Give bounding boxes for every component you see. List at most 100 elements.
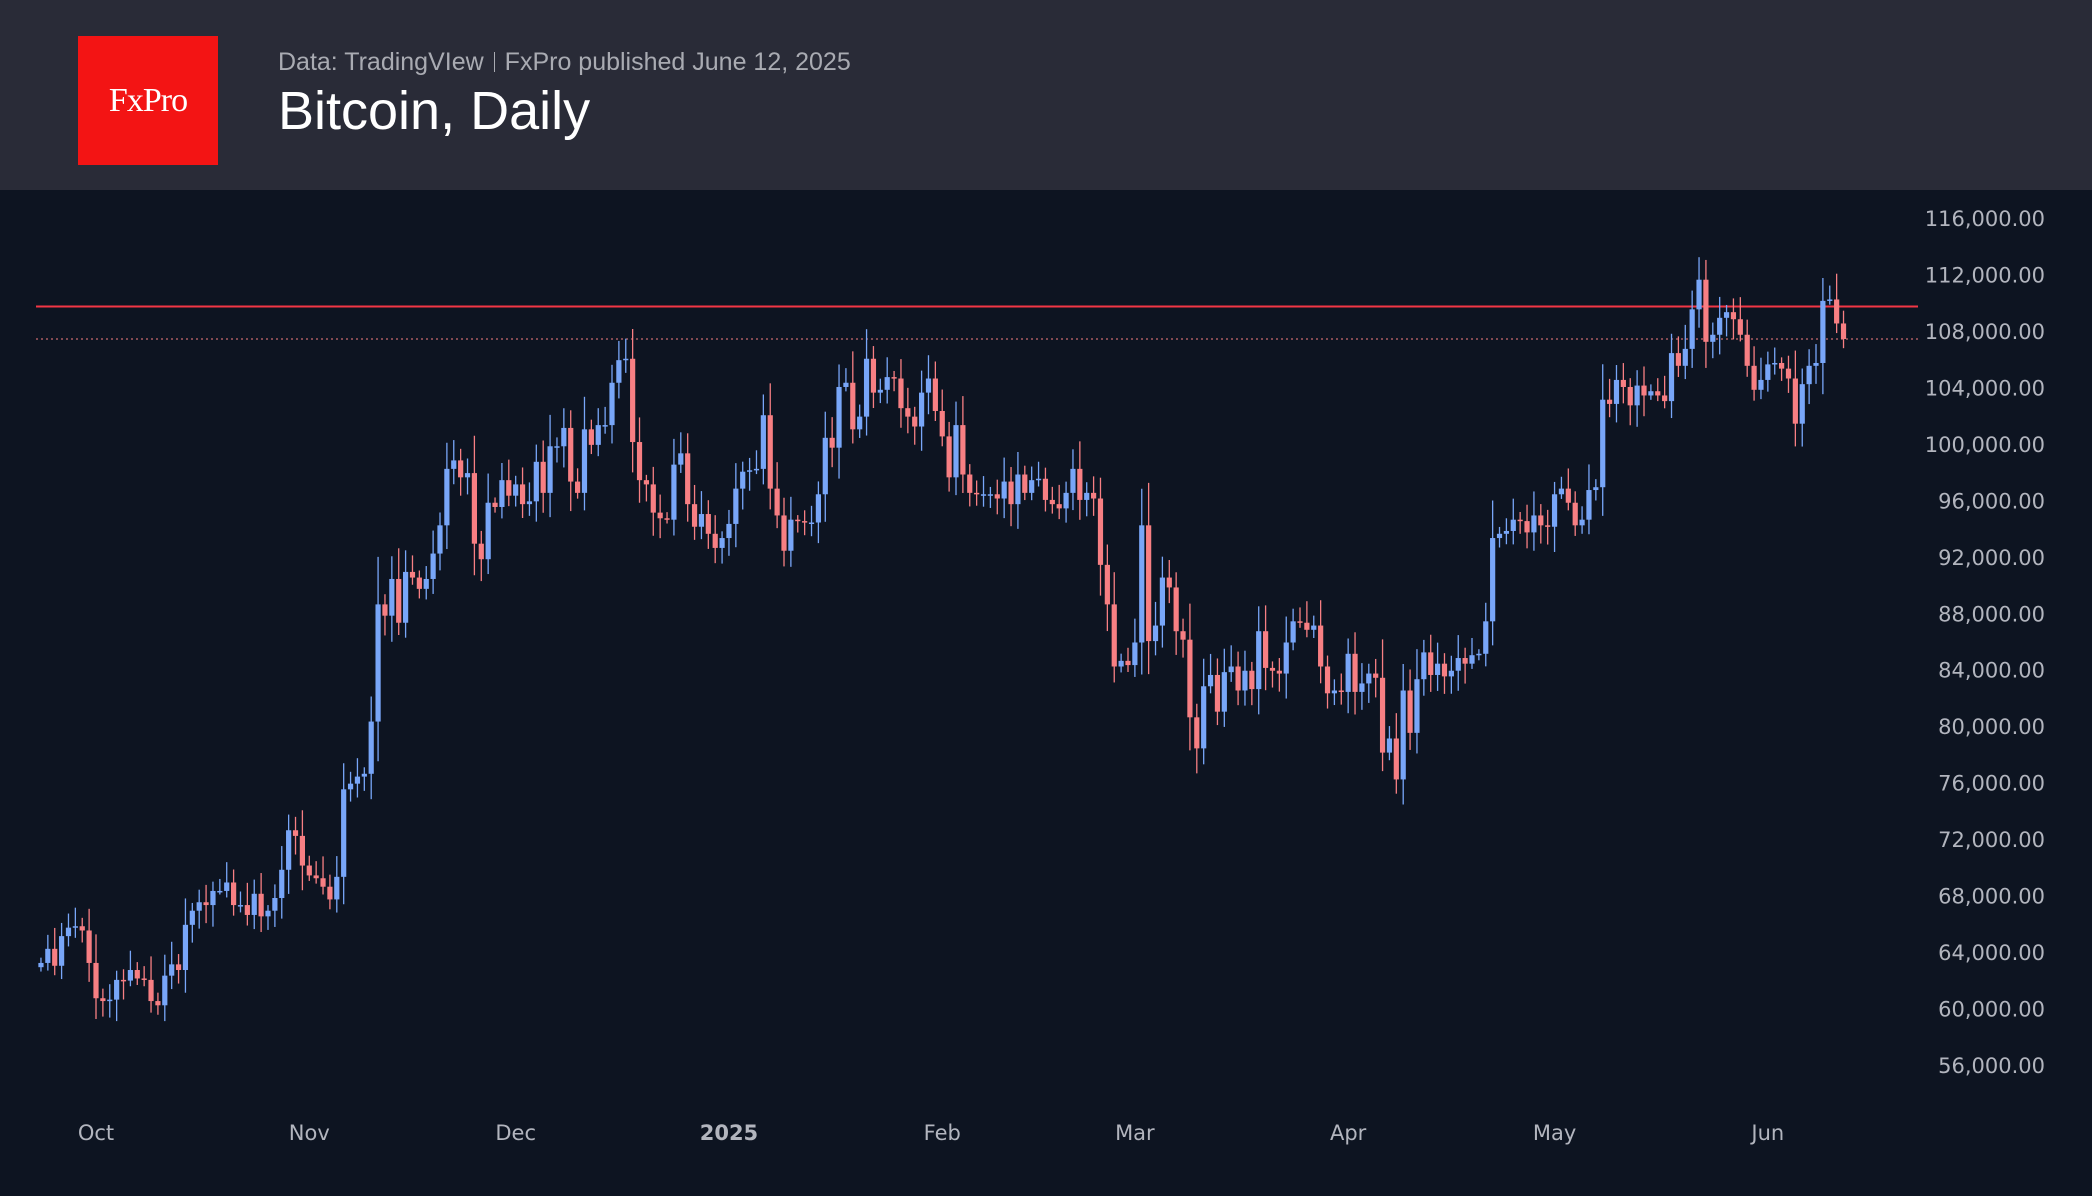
- candle-body: [953, 425, 959, 478]
- candle-body: [93, 962, 99, 999]
- candle: [609, 364, 615, 444]
- candle: [1111, 572, 1117, 683]
- candle-body: [733, 488, 739, 524]
- candle-body: [1806, 365, 1812, 385]
- candle-body: [1627, 386, 1633, 406]
- candle-body: [1765, 364, 1771, 380]
- candle: [513, 475, 519, 507]
- candle-body: [1015, 474, 1021, 505]
- y-tick-label: 80,000.00: [1938, 715, 2045, 739]
- candle-body: [630, 358, 636, 443]
- candle: [925, 355, 932, 415]
- candle-body: [1345, 653, 1351, 692]
- candle-body: [1001, 481, 1007, 499]
- candle-body: [464, 473, 471, 478]
- candle-body: [1263, 631, 1269, 668]
- candle: [1331, 679, 1337, 706]
- candle: [575, 468, 581, 499]
- candle: [1538, 504, 1544, 544]
- y-tick-label: 84,000.00: [1938, 659, 2045, 683]
- candle-body: [1648, 391, 1654, 396]
- candle-body: [148, 979, 154, 1002]
- candle: [630, 329, 636, 473]
- candle: [1758, 357, 1764, 400]
- candle: [685, 433, 691, 522]
- candle: [210, 881, 216, 927]
- candle-body: [877, 389, 883, 393]
- candle-body: [1579, 519, 1585, 526]
- candle: [1496, 526, 1503, 548]
- candle-body: [1827, 299, 1833, 301]
- candle: [59, 922, 65, 980]
- candle-body: [1641, 385, 1647, 396]
- candle: [1476, 649, 1482, 661]
- candle-body: [251, 893, 257, 915]
- candle: [829, 417, 835, 468]
- candle: [45, 934, 51, 971]
- candle: [1662, 375, 1668, 409]
- candle: [203, 884, 209, 924]
- candle-body: [1049, 499, 1055, 505]
- candle-body: [1173, 587, 1179, 632]
- candle: [1558, 476, 1565, 499]
- candle: [1655, 378, 1661, 402]
- candle-body: [1022, 474, 1028, 493]
- candle-body: [231, 882, 237, 906]
- candle: [1125, 647, 1131, 673]
- candle-body: [1483, 621, 1489, 654]
- candle: [258, 873, 264, 933]
- candle-body: [320, 878, 326, 887]
- candle-body: [1682, 348, 1688, 366]
- candle-body: [1159, 577, 1165, 626]
- candle: [781, 497, 787, 567]
- candle: [127, 950, 133, 987]
- candle: [822, 411, 828, 522]
- candle: [1214, 658, 1221, 726]
- candle: [1393, 713, 1399, 794]
- candle: [1799, 368, 1805, 447]
- candle-body: [478, 543, 484, 560]
- candle: [286, 814, 292, 894]
- candle-body: [1269, 667, 1276, 671]
- x-tick-label: Nov: [289, 1121, 330, 1145]
- candle-body: [1655, 391, 1661, 396]
- candle-body: [1187, 639, 1193, 718]
- candle-body: [1490, 538, 1496, 622]
- candle-body: [540, 461, 546, 493]
- candle: [1682, 324, 1688, 380]
- candle-body: [857, 416, 863, 430]
- candle-body: [162, 975, 168, 1006]
- candle-body: [1228, 666, 1234, 673]
- candle-body: [1125, 660, 1131, 666]
- candle-body: [946, 436, 952, 478]
- candle: [1827, 285, 1833, 305]
- candle: [1792, 350, 1798, 447]
- candle: [1593, 479, 1599, 501]
- candle-body: [1414, 679, 1420, 733]
- candle-body: [1077, 468, 1083, 500]
- candle-body: [1717, 317, 1723, 335]
- candle-body: [1180, 631, 1186, 640]
- candle: [1586, 464, 1592, 535]
- candle: [1180, 618, 1186, 658]
- candle-body: [554, 446, 560, 448]
- candle: [643, 474, 649, 502]
- y-tick-label: 72,000.00: [1938, 828, 2045, 852]
- candle: [795, 515, 801, 533]
- candle-body: [1744, 334, 1750, 366]
- candle: [836, 364, 842, 479]
- candle-body: [1730, 312, 1737, 320]
- candle-body: [808, 522, 815, 525]
- candle: [733, 463, 739, 548]
- candle-body: [1572, 502, 1578, 526]
- candle: [1834, 273, 1840, 334]
- candle: [458, 448, 464, 496]
- candle: [120, 969, 127, 1000]
- candle-body: [1668, 353, 1675, 402]
- x-tick-label: Apr: [1330, 1121, 1367, 1145]
- candle: [753, 450, 760, 475]
- candle-body: [437, 525, 443, 554]
- candle-body: [444, 468, 450, 526]
- candle: [1359, 663, 1365, 710]
- candle-body: [1689, 309, 1695, 349]
